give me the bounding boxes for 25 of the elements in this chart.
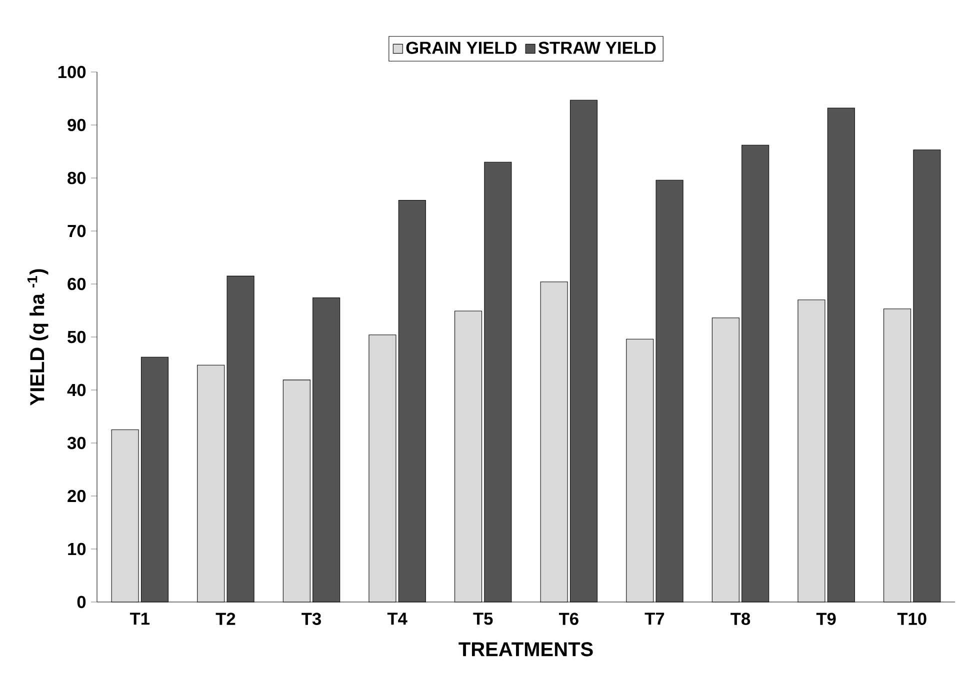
y-tick-label: 60 — [68, 278, 86, 290]
y-tick-label: 90 — [68, 118, 86, 132]
x-tick-label: T7 — [644, 612, 664, 625]
x-tick-label: T6 — [558, 612, 578, 625]
y-tick-label: 100 — [58, 66, 86, 78]
x-tick-label: T9 — [816, 612, 836, 625]
x-tick-label: T4 — [387, 612, 408, 625]
x-tick-label: T1 — [130, 612, 150, 625]
x-tick-label: T3 — [302, 612, 321, 625]
legend-label: STRAW YIELD — [538, 42, 656, 54]
y-tick-label: 50 — [68, 330, 86, 344]
y-tick-label: 20 — [68, 490, 86, 502]
y-tick-label: 80 — [68, 172, 86, 184]
y-tick-label: 40 — [67, 384, 86, 396]
y-tick-label: 30 — [67, 436, 86, 450]
x-axis-title: TREATMENTS — [458, 642, 593, 656]
y-tick-label: 10 — [68, 542, 86, 556]
x-tick-label: T8 — [730, 612, 750, 625]
y-tick-label: 70 — [68, 224, 86, 238]
x-tick-label: T5 — [473, 612, 493, 625]
legend-label: GRAIN YIELD — [406, 42, 517, 54]
x-tick-label: T2 — [216, 612, 236, 625]
y-tick-label: 0 — [77, 596, 86, 608]
y-axis-title: YIELD (q ha $^{-1}$) — [27, 269, 48, 406]
x-tick-label: T10 — [897, 612, 926, 625]
